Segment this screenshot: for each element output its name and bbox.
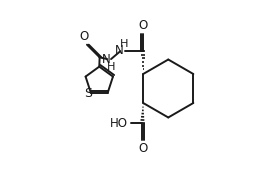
Text: N: N: [115, 44, 124, 57]
Text: H: H: [106, 62, 115, 72]
Text: S: S: [84, 87, 92, 100]
Text: O: O: [138, 142, 148, 155]
Text: O: O: [138, 19, 148, 32]
Text: N: N: [102, 53, 111, 66]
Text: H: H: [120, 39, 128, 49]
Text: HO: HO: [110, 117, 128, 130]
Text: O: O: [79, 30, 88, 43]
